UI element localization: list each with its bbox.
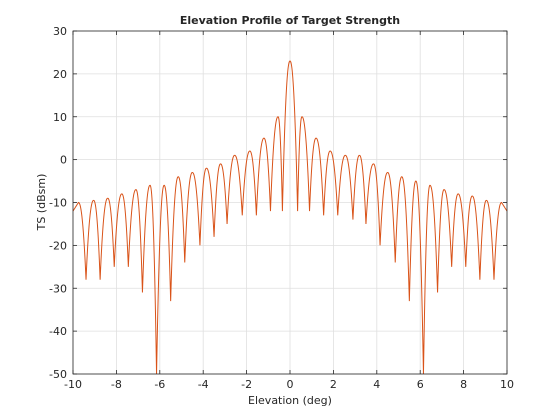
x-tick-label: 0 — [287, 378, 294, 391]
y-tick-label: -10 — [49, 197, 67, 210]
series-line-ts — [72, 60, 508, 375]
x-tick-label: 4 — [373, 378, 380, 391]
y-tick-label: -40 — [49, 325, 67, 338]
x-axis-title: Elevation (deg) — [248, 394, 332, 407]
y-tick-label: -30 — [49, 282, 67, 295]
y-tick-label: 30 — [53, 25, 67, 38]
x-tick-label: -2 — [241, 378, 252, 391]
x-tick-label: 6 — [417, 378, 424, 391]
tick-marks — [72, 30, 508, 375]
x-tick-label: -6 — [154, 378, 165, 391]
x-tick-label: -8 — [111, 378, 122, 391]
x-tick-label: 10 — [500, 378, 514, 391]
y-tick-label: -50 — [49, 368, 67, 381]
y-tick-label: 0 — [60, 154, 67, 167]
y-tick-labels: -50 -40 -30 -20 -10 0 10 20 30 — [49, 25, 67, 381]
x-tick-label: 8 — [460, 378, 467, 391]
series-layer — [72, 60, 508, 375]
chart-title: Elevation Profile of Target Strength — [180, 14, 400, 27]
x-tick-label: -10 — [64, 378, 82, 391]
x-tick-labels: -10 -8 -6 -4 -2 0 2 4 6 8 10 — [64, 378, 514, 391]
y-tick-label: 10 — [53, 111, 67, 124]
y-tick-label: 20 — [53, 68, 67, 81]
y-axis-title: TS (dBsm) — [35, 174, 48, 232]
x-tick-label: 2 — [330, 378, 337, 391]
x-tick-label: -4 — [198, 378, 209, 391]
y-tick-label: -20 — [49, 239, 67, 252]
